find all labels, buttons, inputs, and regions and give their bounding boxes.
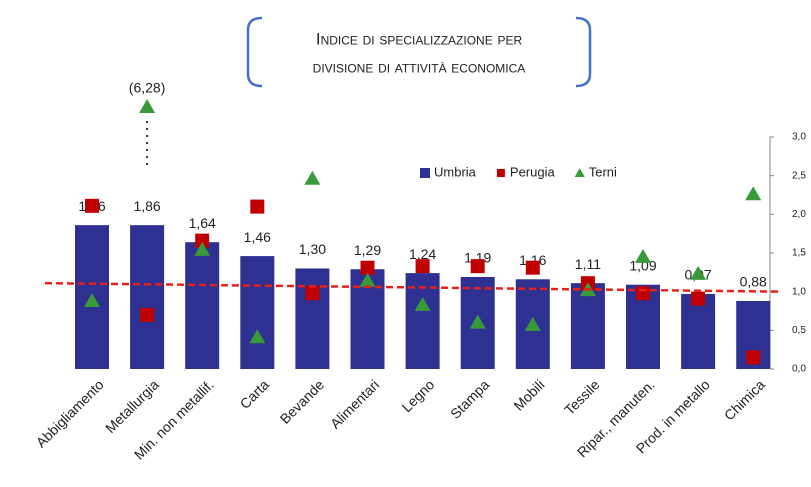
marker-triangle [359, 272, 376, 287]
data-label: 1,86 [133, 198, 160, 214]
x-tick-label: Bevande [277, 376, 328, 427]
x-tick-label: Legno [398, 376, 437, 415]
marker-square [525, 260, 540, 275]
marker-triangle [469, 314, 486, 329]
data-label: 1,24 [409, 246, 436, 262]
legend-label: Perugia [510, 164, 556, 179]
marker-triangle [194, 241, 211, 256]
marker-triangle [84, 292, 100, 307]
title-bracket [575, 16, 592, 88]
marker-square [195, 233, 210, 248]
marker-square [250, 199, 265, 214]
legend-swatch [420, 168, 430, 178]
x-tick-label: Abbigliamento [33, 376, 107, 450]
data-label: 1,11 [575, 256, 601, 272]
marker-square [470, 259, 485, 274]
marker-triangle [745, 186, 762, 201]
x-tick-label: Carta [237, 376, 273, 412]
marker-square [140, 307, 155, 322]
bar [570, 283, 605, 369]
data-label: (6,28) [129, 80, 166, 96]
marker-square [415, 259, 430, 274]
marker-square [360, 260, 375, 275]
trend-line [44, 281, 783, 293]
marker-square [305, 286, 320, 301]
x-tick-label: Metallurgia [102, 376, 162, 436]
x-tick-label: Chimica [721, 376, 768, 423]
y-tick-label: 0,0 [792, 364, 806, 375]
x-tick-label: Mobili [510, 376, 547, 413]
y-tick-label: 2,5 [792, 170, 806, 181]
marker-square [691, 291, 706, 306]
y-tick-label: 3,0 [792, 132, 806, 143]
marker-square [746, 350, 761, 365]
title-bracket [246, 16, 263, 88]
bar [130, 225, 165, 369]
bar [681, 293, 716, 369]
marker-square [636, 286, 650, 301]
y-tick-label: 2,0 [792, 209, 806, 220]
y-tick-label: 1,0 [792, 286, 806, 297]
marker-triangle [690, 265, 707, 280]
y-tick-label: 0,5 [792, 325, 806, 336]
bar [240, 256, 275, 369]
data-label: 1,29 [354, 242, 381, 258]
marker-square [85, 198, 99, 213]
legend-label: Umbria [434, 164, 477, 179]
data-label: 1,64 [189, 215, 216, 231]
bar [405, 273, 440, 369]
marker-triangle [635, 248, 651, 263]
y-tick-label: 1,5 [792, 248, 806, 259]
legend-label: Terni [589, 164, 617, 179]
marker-triangle [304, 170, 321, 185]
data-label: 1,46 [244, 229, 271, 245]
marker-triangle [524, 316, 541, 331]
data-label: 1,30 [299, 241, 326, 257]
marker-triangle [249, 329, 266, 344]
x-tick-label: Alimentari [327, 376, 382, 431]
x-tick-label: Tessile [561, 376, 603, 418]
bar [185, 242, 220, 369]
legend-swatch [496, 169, 505, 177]
x-tick-label: Stampa [447, 376, 493, 422]
chart-title: divisione di attività economica [313, 57, 526, 76]
chart-title: Indice di specializzazione per [316, 29, 523, 48]
marker-triangle [139, 99, 156, 113]
data-label: 0,88 [740, 274, 767, 290]
bar [295, 268, 330, 369]
marker-triangle [414, 296, 431, 311]
legend-swatch [574, 168, 585, 177]
